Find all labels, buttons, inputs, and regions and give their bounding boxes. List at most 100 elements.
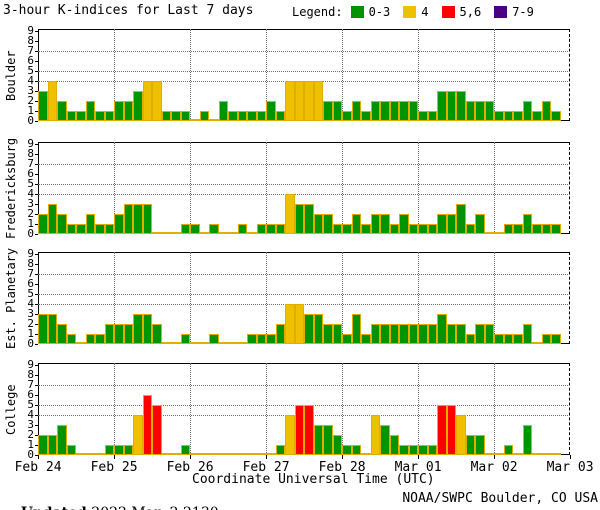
y-tick-label: 9 (27, 137, 34, 150)
x-tick (418, 455, 419, 459)
k-bar (332, 324, 342, 344)
k-bar (247, 232, 257, 234)
y-tick (35, 435, 38, 436)
k-bar (389, 101, 399, 121)
red-swatch-icon (441, 6, 455, 18)
legend-item-purple: 7-9 (494, 5, 534, 19)
k-bar (218, 453, 228, 455)
y-tick (35, 164, 38, 165)
k-bar (247, 334, 257, 344)
k-bar (427, 224, 437, 234)
k-bar (66, 224, 76, 234)
k-bar (484, 232, 494, 234)
y-tick-label: 4 (27, 408, 34, 421)
y-tick-label: 0 (27, 448, 34, 461)
legend-item-label: 7-9 (512, 5, 534, 19)
k-bar (437, 405, 447, 455)
k-bar (237, 224, 247, 234)
k-bar (275, 224, 285, 234)
day-gridline (190, 363, 191, 455)
k-bar (161, 111, 171, 121)
day-gridline (114, 363, 115, 455)
k-bar (370, 101, 380, 121)
k-bar (171, 111, 181, 121)
k-bar (47, 81, 57, 121)
k-bar (532, 342, 542, 344)
y-tick (35, 284, 38, 285)
y-tick (35, 184, 38, 185)
k-bar (133, 415, 143, 455)
k-bar (408, 224, 418, 234)
k-bar (66, 111, 76, 121)
k-bar (142, 204, 152, 234)
y-tick (35, 101, 38, 102)
y-tick-label: 6 (27, 388, 34, 401)
y-tick-label: 6 (27, 277, 34, 290)
y-tick (35, 405, 38, 406)
k-bar (475, 101, 485, 121)
k-bar (209, 453, 219, 455)
station-label-fredericksburg: Fredericksburg (4, 137, 18, 240)
k-bar (389, 435, 399, 455)
y-tick (35, 31, 38, 32)
k-bar (446, 214, 456, 234)
k-bar (399, 214, 409, 234)
k-bar (418, 324, 428, 344)
k-bar (171, 453, 181, 455)
threshold-line-k4 (38, 304, 570, 305)
x-tick-label: Feb 24 (14, 460, 62, 475)
k-bar (294, 204, 304, 234)
k-bar (323, 214, 333, 234)
k-bar (152, 81, 162, 121)
legend-item-label: 5,6 (459, 5, 482, 19)
y-tick (35, 304, 38, 305)
legend-item-red: 5,6 (441, 5, 482, 19)
y-tick (35, 111, 38, 112)
k-bar (313, 314, 323, 344)
k-bar (123, 324, 133, 344)
threshold-line-k7 (38, 385, 570, 386)
legend: Legend: 0-3 4 5,6 7-9 (292, 5, 547, 19)
k-bar (266, 224, 276, 234)
threshold-line-k7 (38, 51, 570, 52)
k-bar (446, 91, 456, 121)
k-bar (199, 232, 209, 234)
day-gridline (494, 142, 495, 234)
k-bar (380, 214, 390, 234)
k-bar (351, 314, 361, 344)
y-tick (35, 385, 38, 386)
k-bar (342, 334, 352, 344)
k-bar (313, 214, 323, 234)
k-bar (418, 111, 428, 121)
k-bar (104, 324, 114, 344)
k-bar (551, 334, 561, 344)
k-bar (228, 111, 238, 121)
threshold-line-k5 (38, 71, 570, 72)
y-tick-label: 8 (27, 147, 34, 160)
k-bar (114, 445, 124, 455)
k-bar (408, 324, 418, 344)
x-tick-label: Feb 26 (166, 460, 214, 475)
y-tick-label: 2 (27, 317, 34, 330)
y-tick (35, 61, 38, 62)
day-gridline (114, 252, 115, 344)
chart-title: 3-hour K-indices for Last 7 days (3, 3, 254, 18)
x-tick (570, 455, 571, 459)
k-bar (323, 425, 333, 455)
threshold-line-k7 (38, 164, 570, 165)
purple-swatch-icon (494, 6, 508, 18)
y-tick (35, 445, 38, 446)
y-tick (35, 204, 38, 205)
k-bar (484, 101, 494, 121)
k-bar (551, 224, 561, 234)
k-bar (351, 101, 361, 121)
day-gridline (342, 142, 343, 234)
k-bar (332, 224, 342, 234)
x-tick-label: Mar 02 (470, 460, 518, 475)
k-bar (389, 324, 399, 344)
y-tick (35, 324, 38, 325)
k-bar (47, 314, 57, 344)
legend-caption: Legend: (292, 5, 343, 19)
y-tick-label: 5 (27, 177, 34, 190)
y-tick-label: 1 (27, 438, 34, 451)
